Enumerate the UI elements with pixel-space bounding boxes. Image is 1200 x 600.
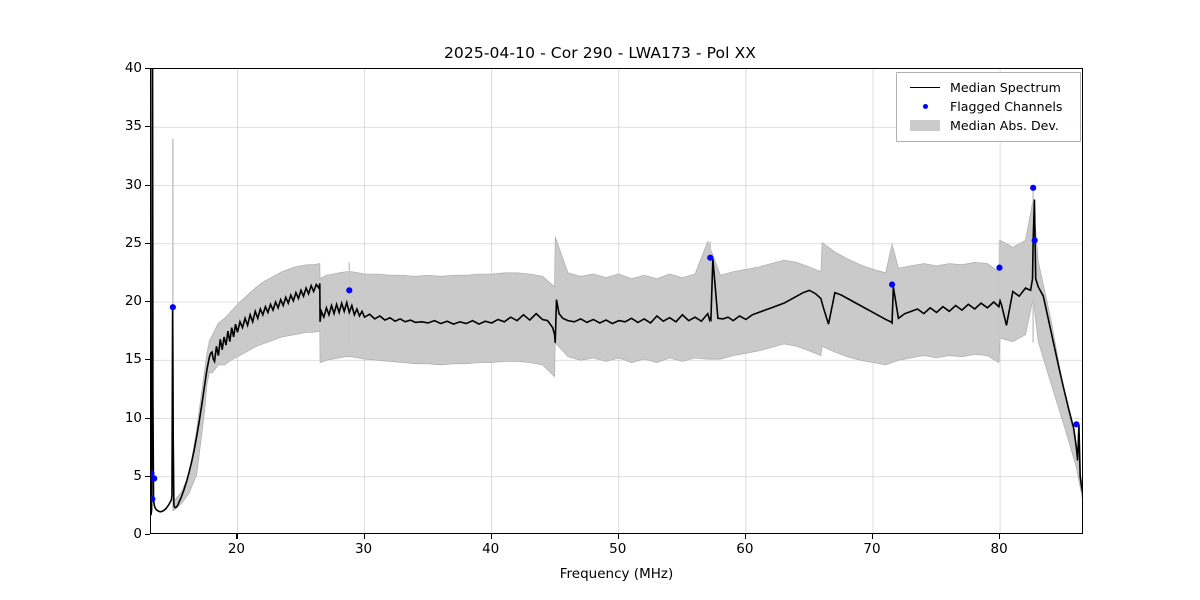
x-tick-mark xyxy=(744,534,746,539)
x-tick-mark xyxy=(363,534,365,539)
x-tick-mark xyxy=(617,534,619,539)
x-tick-label: 20 xyxy=(227,541,246,557)
y-tick-mark xyxy=(145,301,150,303)
x-tick-mark xyxy=(999,534,1001,539)
x-tick-mark xyxy=(490,534,492,539)
x-tick-label: 70 xyxy=(863,541,881,557)
legend-item-median-abs-dev: Median Abs. Dev. xyxy=(904,116,1073,135)
legend-label: Median Abs. Dev. xyxy=(950,118,1059,133)
y-tick-mark xyxy=(145,184,150,186)
y-tick-label: 35 xyxy=(124,118,142,135)
y-tick-mark xyxy=(145,475,150,477)
legend: Median Spectrum Flagged Channels Median … xyxy=(896,72,1081,142)
x-tick-label: 30 xyxy=(354,541,373,557)
patch-key-icon xyxy=(904,120,946,131)
y-tick-mark xyxy=(145,242,150,244)
x-axis-label: Frequency (MHz) xyxy=(559,566,674,582)
y-tick-label: 5 xyxy=(133,467,142,484)
median-spectrum-line xyxy=(151,69,1082,516)
x-tick-label: 60 xyxy=(736,541,754,557)
plot-title: 2025-04-10 - Cor 290 - LWA173 - Pol XX xyxy=(443,44,757,62)
y-tick-label: 25 xyxy=(124,234,142,251)
legend-item-median-spectrum: Median Spectrum xyxy=(904,78,1073,97)
x-tick-label: 40 xyxy=(482,541,500,557)
line-key-icon xyxy=(904,86,946,89)
x-tick-mark xyxy=(236,534,238,539)
legend-label: Median Spectrum xyxy=(950,80,1061,95)
y-tick-label: 30 xyxy=(124,176,142,193)
y-tick-label: 0 xyxy=(133,526,142,542)
y-tick-mark xyxy=(145,359,150,361)
x-tick-label: 80 xyxy=(990,541,1008,557)
y-tick-label: 10 xyxy=(124,409,142,426)
x-tick-mark xyxy=(871,534,874,539)
y-tick-mark xyxy=(145,417,150,419)
y-tick-mark xyxy=(145,68,150,70)
x-tick-label: 50 xyxy=(609,541,627,557)
y-tick-mark xyxy=(145,534,150,536)
y-tick-label: 20 xyxy=(124,293,142,309)
dot-key-icon xyxy=(904,104,946,109)
legend-item-flagged-channels: Flagged Channels xyxy=(904,97,1073,116)
plot-area xyxy=(150,68,1083,534)
legend-label: Flagged Channels xyxy=(950,99,1063,114)
y-tick-mark xyxy=(145,126,150,128)
median-abs-dev-band xyxy=(172,138,1082,511)
y-tick-label: 40 xyxy=(124,60,142,76)
y-tick-label: 15 xyxy=(124,351,142,368)
flagged-channels-markers xyxy=(151,184,1080,502)
